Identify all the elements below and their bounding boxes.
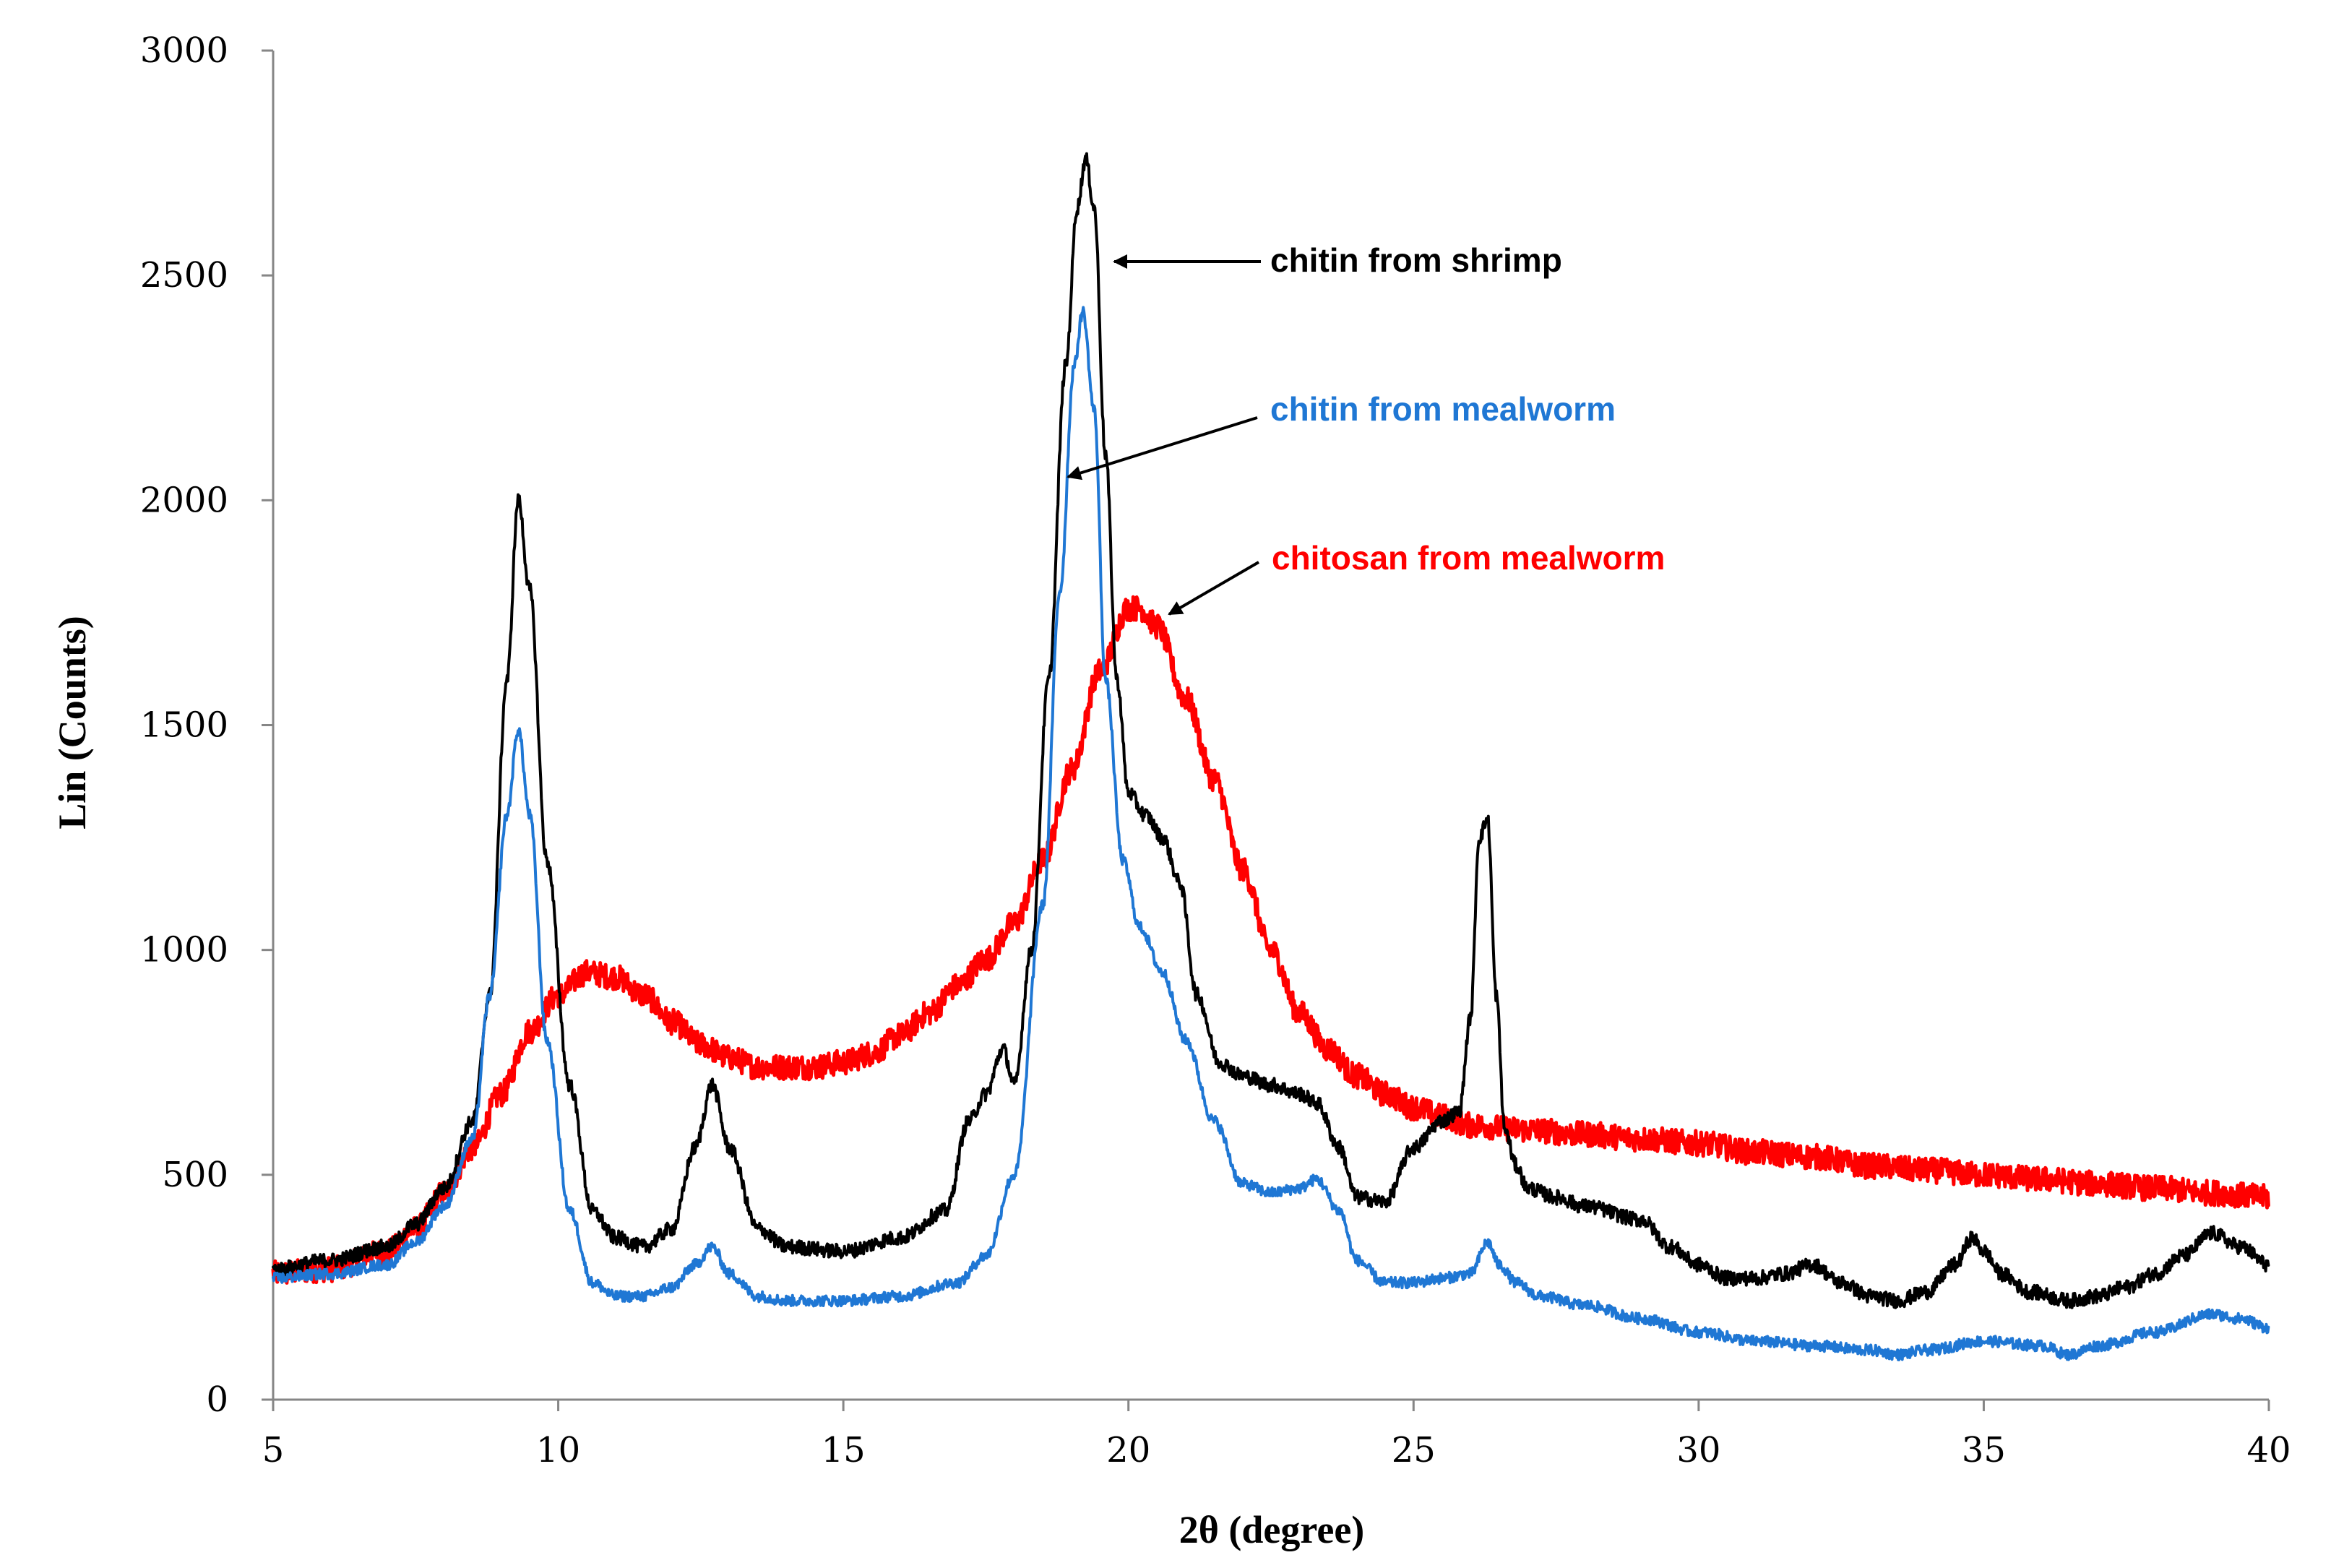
annotation-label-chitosan: chitosan from mealworm [1272,539,1665,577]
x-tick-label: 20 [1106,1430,1150,1470]
series-layer [271,152,2270,1361]
y-axis-title: Lin (Counts) [51,616,94,830]
annotation-arrow-chitosan [1168,561,1260,616]
annotation-chitin-mealworm: chitin from mealworm [1067,390,1616,481]
x-tick-label: 15 [822,1430,866,1470]
y-tick-label: 1000 [140,930,228,970]
y-tick-label: 2500 [140,255,228,296]
x-tick-label: 30 [1676,1430,1720,1470]
y-tick-label: 1500 [140,705,228,746]
y-tick-label: 2000 [140,480,228,520]
y-tick-label: 0 [206,1379,228,1420]
y-tick-label: 3000 [140,30,228,71]
x-tick-label: 35 [1962,1430,2006,1470]
annotation-chitin-shrimp: chitin from shrimp [1113,241,1562,279]
x-tick-label: 10 [536,1430,580,1470]
annotation-arrow-mealworm [1067,416,1258,481]
annotation-label-shrimp: chitin from shrimp [1270,241,1562,279]
series-line-chitosan-from-mealworm [271,595,2270,1285]
series-line-chitin-from-shrimp [272,152,2270,1309]
x-tick-label: 5 [262,1430,285,1470]
x-axis-title: 2θ (degree) [1179,1508,1365,1551]
annotation-chitosan-mealworm: chitosan from mealworm [1168,539,1665,616]
x-tick-label: 25 [1392,1430,1436,1470]
series-line-chitin-from-mealworm [272,306,2270,1361]
axes: 0 500 1000 1500 2000 2500 3000 5 10 15 20 25 30 35 40 [140,30,2291,1470]
x-tick-label: 40 [2246,1430,2291,1470]
annotation-label-mealworm: chitin from mealworm [1270,390,1616,428]
y-tick-label: 500 [162,1155,228,1195]
